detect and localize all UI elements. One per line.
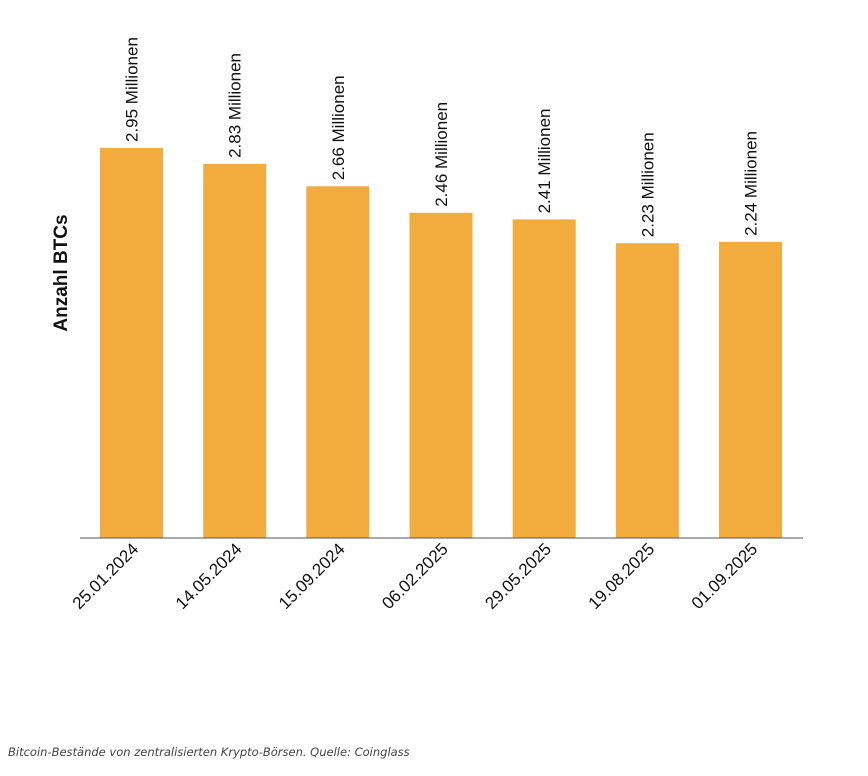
x-tick-labels: 25.01.2024 14.05.2024 15.09.2024 06.02.2025… [69,539,762,613]
x-tick-label-15.09.2024: 15.09.2024 [275,539,349,613]
bar-29.05.2025 [512,219,576,538]
chart-caption: Bitcoin-Bestände von zentralisierten Kry… [8,745,410,759]
x-tick-label-06.02.2025: 06.02.2025 [378,539,452,613]
x-tick-label-25.01.2024: 25.01.2024 [69,539,143,613]
data-label-01.09.2025: 2.24 Millionen [742,131,761,236]
data-label-15.09.2024: 2.66 Millionen [329,75,348,180]
bar-25.01.2024 [100,148,163,538]
bar-chart: Anzahl BTCs 25.01.2024 14.05.2024 15.09.20… [51,37,803,613]
bar-06.02.2025 [409,212,473,539]
bar-15.09.2024 [306,186,370,539]
data-label-25.01.2024: 2.95 Millionen [123,37,142,142]
bars-group [100,148,782,539]
bar-14.05.2024 [203,163,267,538]
data-labels: 2.95 Millionen 2.83 Millionen 2.66 Million… [123,37,761,237]
data-label-29.05.2025: 2.41 Millionen [535,108,554,213]
y-axis-label: Anzahl BTCs [51,214,72,331]
bar-01.09.2025 [719,241,782,538]
x-tick-label-14.05.2024: 14.05.2024 [172,539,246,613]
data-label-06.02.2025: 2.46 Millionen [432,102,451,207]
data-label-19.08.2025: 2.23 Millionen [638,132,657,237]
x-tick-label-01.09.2025: 01.09.2025 [688,539,762,613]
x-tick-label-29.05.2025: 29.05.2025 [481,539,555,613]
bar-19.08.2025 [615,243,679,538]
x-tick-label-19.08.2025: 19.08.2025 [585,539,659,613]
data-label-14.05.2024: 2.83 Millionen [226,53,245,158]
